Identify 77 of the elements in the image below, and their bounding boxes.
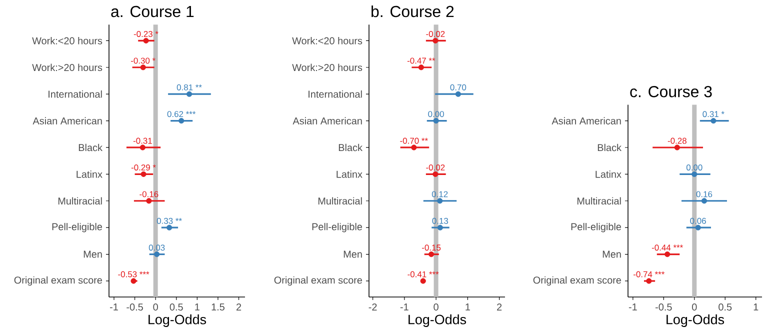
y-tick-label: Multiracial <box>58 197 102 205</box>
x-tick-label: 0.5 <box>170 304 183 311</box>
data-label: -0.74 *** <box>634 271 665 278</box>
y-tick-label: Original exam score <box>14 276 102 286</box>
chart-title: a. Course 1 <box>111 6 194 18</box>
y-tick-label: Men <box>84 250 102 258</box>
x-tick-label: -1 <box>110 304 118 310</box>
y-tick-label: Original exam score <box>533 276 622 286</box>
x-tick-label: -0.5 <box>126 304 143 311</box>
x-tick-label: 2 <box>236 304 242 310</box>
x-tick-label: 1 <box>195 304 200 310</box>
chart-title: c. Course 3 <box>630 86 712 98</box>
y-tick-label: Pell-eligible <box>571 222 622 232</box>
x-tick-label: 0.5 <box>718 304 732 311</box>
x-axis-title: Log-Odds <box>666 314 724 327</box>
data-label: -0.30 * <box>131 58 156 64</box>
data-label: -0.28 <box>668 138 686 144</box>
y-tick-label: Latinx <box>76 170 102 178</box>
x-tick-label: 0 <box>153 304 158 311</box>
data-label: -0.53 *** <box>118 271 150 278</box>
data-label: 0.00 <box>686 164 702 170</box>
x-tick-label: 1 <box>466 304 470 310</box>
y-tick-label: Pell-eligible <box>312 222 362 232</box>
data-label: 0.33 ** <box>156 218 182 224</box>
x-axis-title: Log-Odds <box>148 314 206 327</box>
y-tick-label: Work:<20 hours <box>292 37 362 44</box>
data-label: 0.03 <box>148 244 165 251</box>
data-label: -0.16 <box>140 191 158 198</box>
data-label: -0.41 *** <box>408 271 439 278</box>
x-tick-label: -2 <box>368 304 377 310</box>
y-tick-label: Latinx <box>596 170 622 178</box>
x-tick-label: -0.5 <box>656 304 672 311</box>
x-tick-label: 1 <box>754 304 758 310</box>
y-tick-label: Latinx <box>336 170 362 178</box>
data-label: -0.29 * <box>131 164 156 170</box>
y-tick-label: Black <box>598 144 622 152</box>
x-tick-label: -1 <box>628 304 637 310</box>
y-tick-label: International <box>48 90 102 98</box>
data-label: -0.02 <box>426 164 445 170</box>
y-tick-label: International <box>308 90 362 98</box>
y-tick-label: Black <box>338 144 362 152</box>
x-tick-label: 2 <box>497 304 502 310</box>
y-tick-label: Asian American <box>292 117 362 124</box>
y-tick-label: Original exam score <box>274 276 362 286</box>
y-tick-label: Work:>20 hours <box>32 64 102 72</box>
y-tick-label: Multiracial <box>318 197 362 205</box>
y-tick-label: Men <box>602 250 621 258</box>
y-tick-label: Black <box>78 144 102 152</box>
data-label: -0.31 <box>133 138 152 144</box>
data-label: 0.13 <box>432 218 448 224</box>
data-label: 0.00 <box>428 111 444 118</box>
y-tick-label: Asian American <box>32 117 102 124</box>
data-label: 0.70 <box>450 84 466 90</box>
x-tick-label: 1.5 <box>212 304 224 310</box>
y-tick-label: Work:<20 hours <box>32 37 102 44</box>
data-label: -0.23 * <box>134 30 158 37</box>
data-label: -0.70 ** <box>400 138 428 144</box>
data-label: -0.15 <box>422 244 441 251</box>
data-label: 0.12 <box>432 191 448 198</box>
data-label: -0.47 ** <box>407 58 436 64</box>
data-label: -0.02 <box>426 30 445 37</box>
y-tick-label: Asian American <box>552 117 621 124</box>
x-axis-title: Log-Odds <box>408 314 466 327</box>
x-tick-label: -1 <box>400 304 408 310</box>
x-tick-label: 0 <box>434 304 438 311</box>
y-tick-label: Work:>20 hours <box>292 64 362 72</box>
y-tick-label: Men <box>344 250 362 258</box>
data-label: 0.62 *** <box>167 111 196 118</box>
data-label: 0.16 <box>696 191 712 198</box>
y-tick-label: Multiracial <box>577 197 621 205</box>
chart-title: b. Course 2 <box>372 5 454 18</box>
x-tick-label: 0 <box>692 304 697 311</box>
data-label: -0.44 *** <box>652 244 683 251</box>
data-label: 0.06 <box>690 218 706 224</box>
data-label: 0.31 * <box>702 111 724 118</box>
y-tick-label: Pell-eligible <box>52 222 102 232</box>
data-label: 0.81 ** <box>176 84 202 90</box>
